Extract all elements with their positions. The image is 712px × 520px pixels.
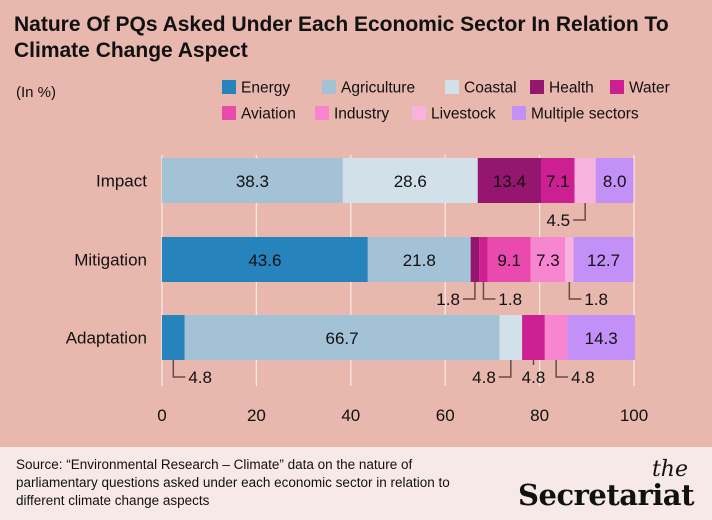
- bar-segment-coastal: [499, 315, 523, 360]
- data-label: 66.7: [326, 329, 359, 348]
- bar-segment-energy: [162, 315, 185, 360]
- x-tick-label: 0: [157, 406, 166, 425]
- legend-swatch: [445, 80, 459, 94]
- legend-label: Industry: [334, 106, 389, 123]
- data-label: 4.8: [472, 368, 496, 387]
- bar-segment-coastal: [342, 158, 478, 203]
- legend-label: Aviation: [241, 106, 296, 123]
- data-label: 21.8: [403, 251, 436, 270]
- bar-segment-energy: [162, 237, 368, 282]
- legend-label: Health: [549, 80, 594, 97]
- legend-swatch: [222, 106, 236, 120]
- callout-line: [172, 360, 186, 378]
- source-note: Source: “Environmental Research – Climat…: [16, 457, 450, 508]
- legend-label: Livestock: [431, 106, 496, 123]
- x-tick-label: 100: [620, 406, 648, 425]
- category-label: Mitigation: [74, 251, 147, 270]
- legend-swatch: [315, 106, 329, 120]
- bar-segment-water: [522, 315, 545, 360]
- category-label: Impact: [96, 172, 147, 191]
- data-label: 28.6: [394, 172, 427, 191]
- legend-label: Water: [629, 80, 670, 97]
- legend-swatch: [412, 106, 426, 120]
- data-label: 7.3: [536, 251, 560, 270]
- data-label: 14.3: [585, 329, 618, 348]
- legend-swatch: [530, 80, 544, 94]
- callout-line: [498, 360, 512, 378]
- unit-label: (In %): [16, 84, 57, 101]
- bar-segment-aviation: [487, 237, 531, 282]
- legend-label: Energy: [241, 80, 290, 97]
- x-tick-label: 80: [530, 406, 549, 425]
- callout-line: [573, 203, 586, 221]
- callout-line: [555, 360, 569, 378]
- chart-title: Nature Of PQs Asked Under Each Economic …: [14, 13, 669, 62]
- data-label: 38.3: [236, 172, 269, 191]
- bar-segment-water: [541, 158, 575, 203]
- x-tick-label: 60: [436, 406, 455, 425]
- bar-segment-industry: [544, 315, 568, 360]
- data-label: 8.0: [603, 172, 627, 191]
- bar-segment-multiple-sectors: [567, 315, 635, 360]
- data-label: 4.8: [522, 368, 546, 387]
- logo-name: Secretariat: [518, 478, 694, 512]
- bar-segment-health: [470, 237, 480, 282]
- data-label: 12.7: [587, 251, 620, 270]
- legend-swatch: [222, 80, 236, 94]
- data-label: 7.1: [546, 172, 570, 191]
- logo-the: the: [651, 457, 688, 482]
- bar-segment-agriculture: [162, 158, 343, 203]
- data-label: 13.4: [493, 172, 526, 191]
- data-label: 4.8: [188, 368, 212, 387]
- bar-segment-water: [479, 237, 488, 282]
- bar-segment-agriculture: [184, 315, 500, 360]
- bar-segment-agriculture: [367, 237, 471, 282]
- x-tick-label: 20: [247, 406, 266, 425]
- legend-swatch: [322, 80, 336, 94]
- bar-segment-multiple-sectors: [595, 158, 634, 203]
- bar-segment-health: [477, 158, 542, 203]
- legend-label: Agriculture: [341, 80, 415, 97]
- footer: Source: “Environmental Research – Climat…: [0, 447, 712, 520]
- data-label: 1.8: [436, 290, 460, 309]
- legend-label: Multiple sectors: [531, 106, 639, 123]
- callout-line: [482, 282, 496, 300]
- secretariat-logo: the Secretariat: [518, 459, 694, 510]
- bar-segment-livestock: [574, 158, 596, 203]
- data-label: 1.8: [584, 290, 608, 309]
- bar-segment-industry: [530, 237, 566, 282]
- bar-segment-livestock: [565, 237, 574, 282]
- data-label: 4.5: [547, 211, 571, 230]
- category-label: Adaptation: [66, 329, 147, 348]
- x-tick-label: 40: [341, 406, 360, 425]
- bar-segment-multiple-sectors: [573, 237, 634, 282]
- data-label: 1.8: [498, 290, 522, 309]
- legend-swatch: [610, 80, 624, 94]
- legend-swatch: [512, 106, 526, 120]
- stacked-bar-chart: 0 20 40 60 80 100 Energy Agriculture Coastal Heal…: [66, 80, 670, 426]
- data-label: 43.6: [248, 251, 281, 270]
- callout-line: [568, 282, 582, 300]
- callout-line: [462, 282, 476, 300]
- data-label: 9.1: [497, 251, 521, 270]
- data-label: 4.8: [571, 368, 595, 387]
- legend-label: Coastal: [464, 80, 517, 97]
